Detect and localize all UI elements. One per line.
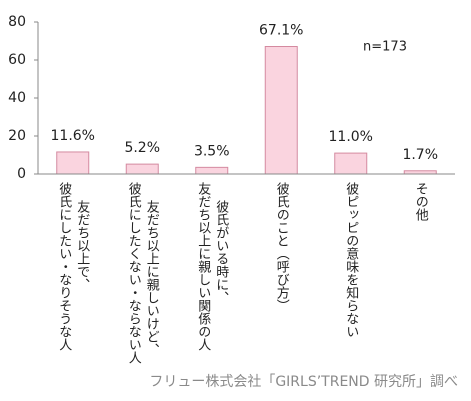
y-tick-label: 0 xyxy=(17,166,26,182)
y-tick-label: 40 xyxy=(8,90,26,106)
y-tick-label: 80 xyxy=(8,14,26,30)
x-tick-label: 友だち以上で、 xyxy=(74,199,90,291)
y-tick-label: 60 xyxy=(8,52,26,68)
value-label: 3.5% xyxy=(194,143,230,159)
bar xyxy=(334,152,368,175)
value-label: 5.2% xyxy=(124,140,160,156)
value-label: 11.6% xyxy=(51,128,95,144)
x-tick-label: 彼ピッピの意味を知らない xyxy=(343,182,359,338)
x-tick-label: 彼氏のこと（呼び方） xyxy=(274,182,290,312)
source: フリュー株式会社「GIRLS’TREND 研究所」調べ xyxy=(149,374,458,390)
y-tick-label: 20 xyxy=(8,128,26,144)
x-tick-label: 友だち以上に親しい関係の人 xyxy=(195,181,211,351)
bar xyxy=(56,151,90,175)
value-label: 67.1% xyxy=(259,23,303,39)
x-tick-label: その他 xyxy=(413,182,429,222)
bar xyxy=(125,163,159,175)
bar xyxy=(264,46,298,175)
x-tick-label: 彼氏がいる時に、 xyxy=(213,200,229,304)
annotation: n=173 xyxy=(363,40,407,55)
x-tick-label: 彼氏にしたい・なりそうな人 xyxy=(56,182,72,351)
x-tick-label: 友だち以上に親しいけど、 xyxy=(144,199,160,356)
bar xyxy=(195,166,229,175)
x-tick-label: 彼氏にしたくない・ならない人 xyxy=(126,182,142,364)
value-label: 11.0% xyxy=(329,129,373,145)
value-label: 1.7% xyxy=(402,147,438,163)
